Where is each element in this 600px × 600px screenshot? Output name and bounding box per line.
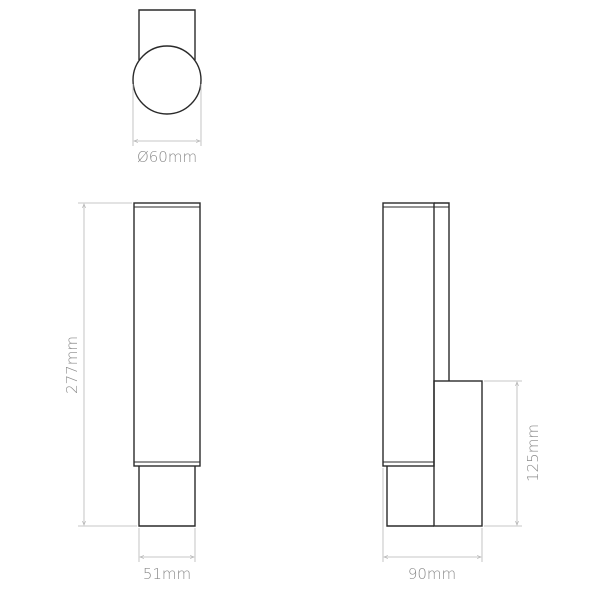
front-view-base	[138, 466, 196, 527]
side-view-base	[386, 466, 434, 527]
top-view: Ø60mm	[132, 9, 202, 166]
top-view-shade-circle	[132, 45, 202, 115]
width-label: 51mm	[143, 565, 191, 583]
side-view-backplate	[433, 380, 483, 527]
front-view-shade	[133, 202, 201, 467]
depth-label: 90mm	[408, 565, 456, 583]
height-label: 277mm	[63, 336, 81, 394]
top-view-mount	[138, 9, 196, 60]
diameter-label: Ø60mm	[137, 148, 197, 166]
side-view: 125mm 90mm	[382, 202, 542, 583]
side-view-arm	[434, 202, 450, 381]
side-view-shade	[382, 202, 435, 467]
backplate-height-label: 125mm	[524, 424, 542, 482]
front-view: 277mm 51mm	[63, 202, 201, 583]
